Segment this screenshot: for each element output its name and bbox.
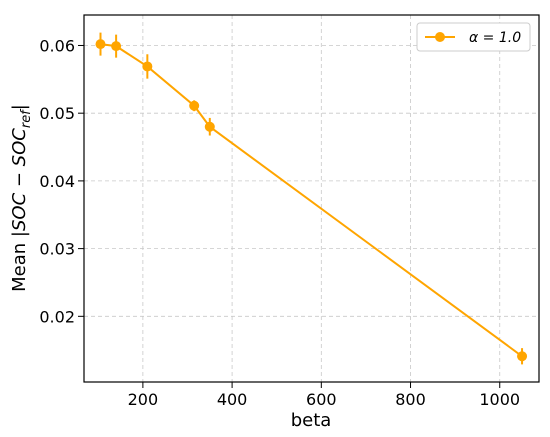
y-axis: 0.02 0.03 0.04 0.05 0.06: [39, 36, 84, 326]
data-point: [95, 39, 106, 50]
y-tick-label: 0.03: [39, 240, 75, 259]
x-tick-label: 800: [395, 390, 426, 409]
data-point: [189, 100, 200, 111]
legend-label: α = 1.0: [469, 30, 521, 46]
y-axis-label-sub: ref: [19, 108, 34, 128]
x-tick-label: 400: [217, 390, 248, 409]
y-axis-label-prefix: Mean: [9, 237, 30, 292]
series-line: [100, 43, 523, 358]
data-point: [111, 41, 122, 52]
data-point: [517, 351, 528, 362]
y-tick-label: 0.04: [39, 172, 75, 191]
x-tick-label: 200: [128, 390, 159, 409]
data-point: [204, 121, 215, 132]
data-point: [142, 61, 153, 72]
x-tick-label: 1000: [479, 390, 520, 409]
y-axis-label-math: |SOC − SOC: [9, 128, 30, 237]
x-axis-label: beta: [291, 410, 332, 431]
x-axis: 200 400 600 800 1000: [128, 382, 520, 409]
y-tick-label: 0.06: [39, 36, 75, 55]
x-tick-label: 600: [306, 390, 337, 409]
y-tick-label: 0.02: [39, 307, 75, 326]
legend: α = 1.0: [416, 22, 531, 52]
y-tick-label: 0.05: [39, 104, 75, 123]
legend-point-marker: [435, 32, 445, 42]
plot-frame: [83, 14, 540, 383]
y-axis-label: Mean |SOC − SOCref|: [9, 104, 34, 292]
legend-box: [416, 22, 531, 52]
grid: [84, 15, 539, 382]
y-axis-label-suffix: |: [9, 104, 30, 110]
series-layer: [95, 32, 528, 365]
